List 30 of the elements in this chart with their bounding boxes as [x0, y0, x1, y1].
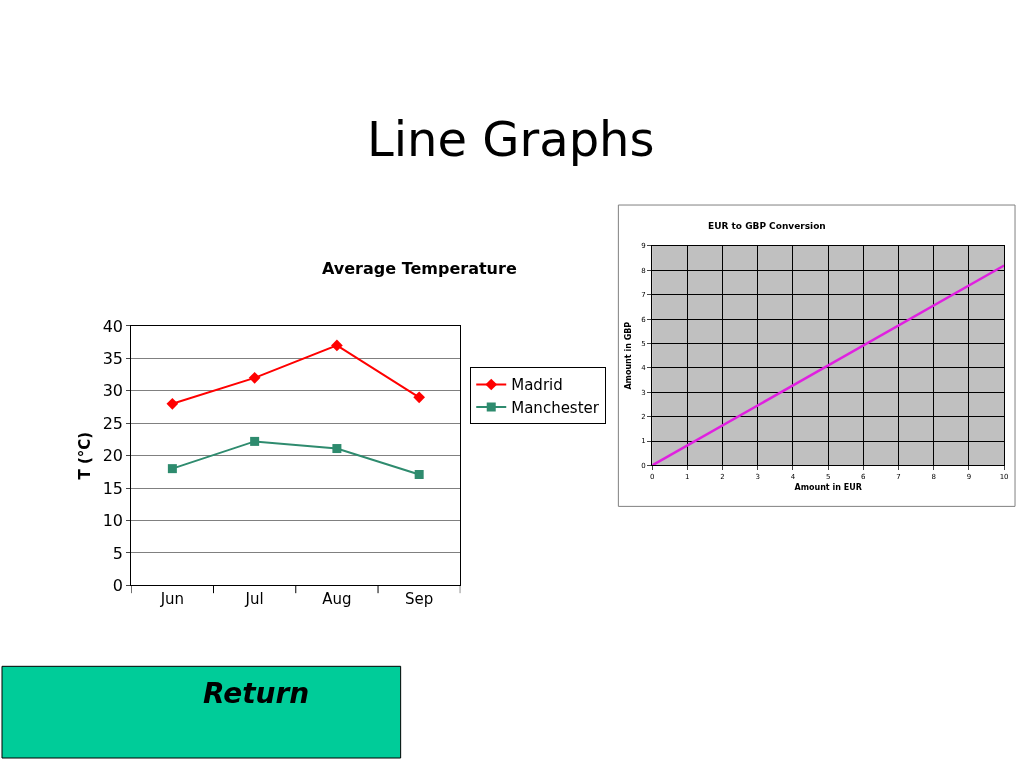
x-tick-label: Sep [405, 590, 434, 609]
x-tick-label: Jun [159, 590, 185, 609]
y-tick-label: 30 [102, 381, 124, 401]
chart-subtitle: Average Temperature [322, 259, 517, 278]
point [250, 436, 260, 446]
y-tick-label: 20 [102, 446, 124, 466]
y-tick-label: 35 [102, 348, 124, 368]
y-tick-label: 0 [112, 575, 124, 595]
y-tick-label: 5 [112, 543, 124, 563]
text: Return [203, 677, 310, 710]
y-axis-title: Amount in GBP [624, 321, 633, 390]
y-axis-title: T (°C) [75, 431, 94, 480]
legend-label: Manchester [511, 398, 600, 417]
chart-title: Line Graphs [367, 111, 655, 167]
point [332, 444, 342, 454]
x-tick-label: Aug [322, 590, 352, 609]
point [413, 391, 426, 404]
point [331, 339, 343, 352]
y-tick-label: 25 [102, 413, 124, 433]
chart-title: EUR to GBP Conversion [708, 221, 826, 231]
point [414, 469, 424, 479]
y-tick-label: 10 [102, 511, 124, 531]
point [167, 464, 177, 474]
point [166, 397, 179, 410]
x-axis-title: Amount in EUR [794, 482, 862, 492]
y-tick-label: 15 [102, 478, 124, 498]
y-tick-label: 40 [102, 316, 124, 336]
point [248, 371, 261, 384]
legend-label: Madrid [511, 376, 563, 395]
x-tick-label: Jul [244, 590, 264, 609]
